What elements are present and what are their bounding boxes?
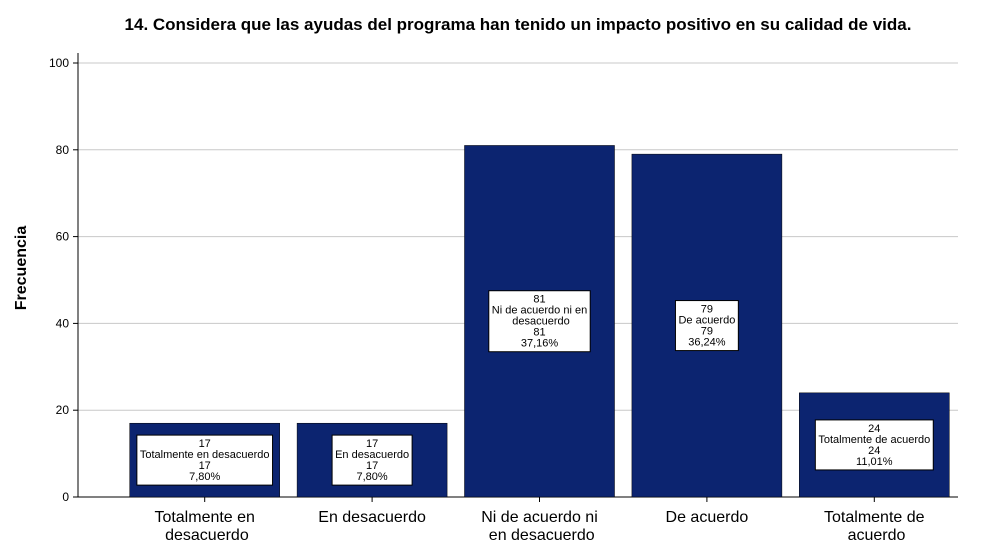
- data-label-box: [814, 419, 934, 471]
- data-label-value: 24: [868, 445, 880, 457]
- x-tick-label: De acuerdo: [666, 509, 749, 526]
- data-label-percent: 7,80%: [189, 471, 220, 483]
- data-label-box: [488, 290, 591, 353]
- data-label-percent: 37,16%: [521, 338, 559, 350]
- data-label-category: En desacuerdo: [335, 449, 409, 461]
- y-tick-label: 60: [56, 230, 70, 244]
- y-tick-label: 0: [62, 490, 69, 504]
- x-tick-label: En desacuerdo: [318, 509, 426, 526]
- data-label-box: [331, 434, 413, 486]
- data-label-value: 17: [366, 460, 378, 472]
- data-label-percent: 36,24%: [688, 337, 726, 349]
- data-label-value: 81: [533, 327, 545, 339]
- y-tick-label: 40: [56, 316, 70, 330]
- y-tick-label: 20: [56, 403, 70, 417]
- y-tick-label: 80: [56, 143, 70, 157]
- chart-title: 14. Considera que las ayudas del program…: [125, 15, 912, 34]
- y-tick-label: 100: [49, 56, 69, 70]
- data-label-category: Totalmente de acuerdo: [818, 434, 930, 446]
- data-label-category: De acuerdo: [678, 315, 735, 327]
- data-label-box: [674, 300, 739, 352]
- data-label-value: 17: [199, 460, 211, 472]
- x-tick-label: Ni de acuerdo ni en desacuerdo: [481, 509, 598, 543]
- x-tick-label: Totalmente de acuerdo: [824, 509, 925, 543]
- data-label-value: 17: [366, 438, 378, 450]
- y-axis-label: Frecuencia: [13, 226, 30, 311]
- x-tick-label: Totalmente en desacuerdo: [154, 509, 255, 543]
- data-label-category: Ni de acuerdo ni en desacuerdo: [492, 305, 587, 328]
- data-label-value: 17: [199, 438, 211, 450]
- data-label-value: 81: [533, 294, 545, 306]
- data-label-percent: 11,01%: [856, 456, 893, 468]
- data-label-percent: 7,80%: [356, 471, 387, 483]
- data-label-value: 24: [868, 423, 880, 435]
- data-label-value: 79: [701, 326, 713, 338]
- data-label-category: Totalmente en desacuerdo: [140, 449, 270, 461]
- data-label-value: 79: [701, 304, 713, 316]
- data-label-box: [136, 434, 274, 486]
